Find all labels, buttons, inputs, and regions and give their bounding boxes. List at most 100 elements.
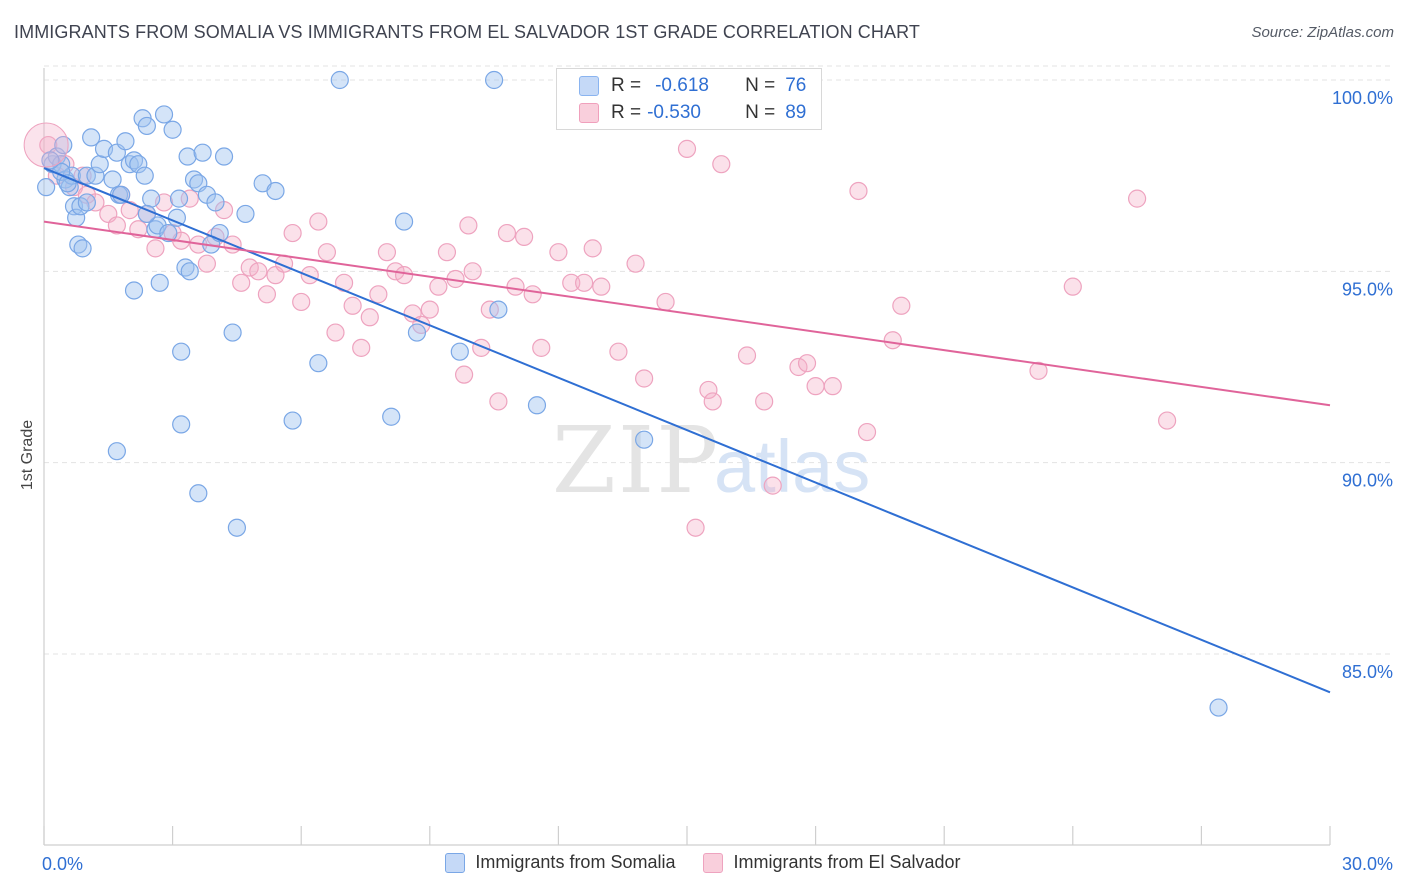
stats-swatch-el-salvador	[579, 103, 599, 123]
el-salvador-point	[583, 239, 602, 258]
el-salvador-point	[429, 277, 448, 296]
el-salvador-point	[146, 239, 165, 258]
somalia-point	[214, 147, 234, 166]
somalia-point	[129, 155, 148, 174]
el-salvador-point	[377, 243, 397, 262]
source-credit: Source: ZipAtlas.com	[1251, 24, 1394, 41]
somalia-point	[527, 396, 547, 415]
el-salvador-point	[360, 308, 379, 327]
el-salvador-point	[515, 227, 534, 246]
el-salvador-point	[699, 380, 718, 400]
el-salvador-point	[849, 181, 868, 201]
somalia-point	[485, 70, 504, 90]
el-salvador-point	[532, 338, 551, 357]
el-salvador-point	[394, 266, 414, 285]
el-salvador-point	[454, 365, 474, 384]
chart-title: IMMIGRANTS FROM SOMALIA VS IMMIGRANTS FR…	[14, 22, 920, 42]
el-salvador-point	[562, 273, 581, 292]
el-salvador-point	[506, 277, 525, 296]
el-salvador-point	[300, 266, 319, 285]
el-salvador-point	[892, 296, 911, 315]
somalia-point	[236, 204, 255, 224]
somalia-point	[163, 120, 182, 139]
el-salvador-point	[326, 323, 345, 342]
el-salvador-point	[197, 254, 216, 273]
somalia-point	[103, 170, 122, 189]
el-salvador-point	[763, 476, 782, 495]
el-salvador-point	[737, 346, 757, 365]
somalia-point	[172, 342, 191, 361]
somalia-point	[227, 518, 246, 537]
somalia-point	[86, 166, 105, 185]
somalia-point	[283, 411, 302, 430]
el-salvador-point	[437, 243, 457, 262]
somalia-point	[137, 116, 156, 136]
el-salvador-point	[703, 392, 722, 411]
el-salvador-point	[232, 273, 251, 292]
stats-legend: R = -0.618 N = 76 R = -0.530 N = 89	[556, 68, 822, 130]
somalia-point	[90, 155, 109, 174]
stats-row-somalia: R = -0.618 N = 76	[579, 73, 806, 99]
somalia-point	[142, 189, 161, 208]
el-salvador-point	[369, 285, 388, 304]
el-salvador-point	[677, 139, 697, 158]
el-salvador-point	[712, 155, 731, 174]
legend-label-somalia: Immigrants from Somalia	[475, 852, 676, 872]
el-salvador-point	[249, 262, 268, 281]
el-salvador-point	[656, 292, 675, 312]
el-salvador-point	[626, 254, 645, 273]
somalia-point	[394, 212, 414, 231]
somalia-point	[489, 300, 508, 319]
el-salvador-point	[755, 392, 774, 411]
somalia-point	[330, 70, 349, 90]
watermark-zip: ZIP	[552, 407, 720, 514]
n-value: 76	[785, 75, 807, 96]
el-salvador-point	[857, 422, 877, 442]
el-salvador-point	[549, 243, 568, 262]
el-salvador-point	[609, 342, 628, 361]
legend-item-el-salvador[interactable]: Immigrants from El Salvador	[703, 852, 961, 873]
r-label: R =	[611, 102, 642, 123]
y-tick-label: 95.0%	[1342, 279, 1393, 299]
el-salvador-point	[883, 331, 902, 350]
trend-lines	[43, 167, 1331, 694]
el-salvador-point	[257, 285, 277, 304]
el-salvador-point	[523, 285, 542, 304]
legend-item-somalia[interactable]: Immigrants from Somalia	[445, 852, 675, 873]
el-salvador-point	[592, 277, 611, 296]
somalia-point	[150, 273, 169, 292]
somalia-point	[37, 178, 56, 197]
el-salvador-point	[463, 262, 482, 281]
somalia-point	[266, 181, 285, 201]
el-salvador-point	[823, 377, 842, 396]
el-salvador-trend-line	[43, 220, 1331, 407]
somalia-point	[206, 193, 225, 212]
somalia-point	[107, 442, 126, 461]
n-label: N =	[745, 75, 776, 96]
somalia-point	[135, 166, 154, 185]
somalia-point	[450, 342, 469, 361]
el-salvador-point	[420, 300, 439, 319]
somalia-point	[193, 143, 212, 162]
el-salvador-point	[309, 212, 328, 231]
stats-swatch-somalia	[579, 76, 599, 96]
somalia-point	[635, 430, 654, 449]
tick-labels: 100.0% 95.0% 90.0% 85.0% 0.0% 30.0%	[42, 88, 1393, 874]
somalia-point	[112, 185, 131, 204]
el-salvador-point	[1158, 411, 1177, 430]
somalia-point	[407, 323, 427, 342]
el-salvador-point	[1063, 277, 1082, 296]
somalia-point	[169, 189, 189, 208]
el-salvador-point	[292, 292, 311, 312]
el-salvador-point	[343, 296, 362, 315]
somalia-point	[309, 354, 328, 373]
somalia-point	[1209, 698, 1228, 717]
somalia-point	[73, 239, 92, 258]
somalia-point	[124, 281, 144, 300]
el-salvador-point	[352, 338, 371, 357]
legend-swatch-el-salvador	[703, 852, 724, 873]
legend-swatch-somalia	[445, 852, 466, 873]
axes	[43, 68, 1331, 846]
